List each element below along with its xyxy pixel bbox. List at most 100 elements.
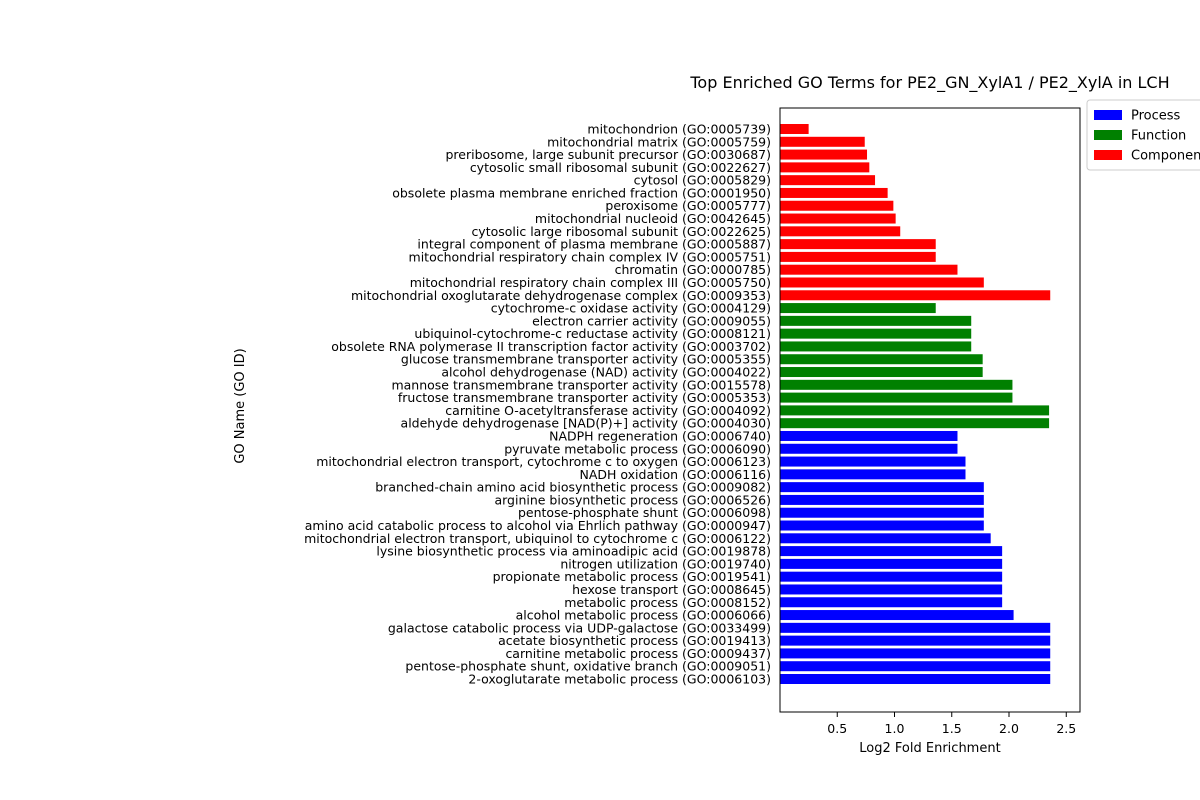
bar-component [780, 124, 809, 134]
y-tick-label: alcohol metabolic process (GO:0006066) [516, 608, 771, 623]
bar-component [780, 213, 896, 224]
y-tick-label: mitochondrial nucleoid (GO:0042645) [535, 211, 771, 226]
bar-process [780, 610, 1014, 621]
y-tick-label: mitochondrial oxoglutarate dehydrogenase… [351, 288, 771, 303]
y-tick-label: amino acid catabolic process to alcohol … [305, 518, 771, 533]
y-tick-label: electron carrier activity (GO:0009055) [532, 313, 771, 328]
y-tick-label: nitrogen utilization (GO:0019740) [560, 556, 771, 571]
bar-component [780, 175, 876, 186]
y-tick-label: propionate metabolic process (GO:0019541… [493, 569, 771, 584]
legend-label-process: Process [1131, 109, 1181, 124]
bar-process [780, 533, 991, 544]
bar-process [780, 635, 1051, 646]
bar-process [780, 648, 1051, 659]
plot-frame [779, 107, 1081, 713]
x-tick-label: 2.0 [999, 721, 1019, 736]
bar-function [780, 341, 972, 352]
bar-process [780, 443, 958, 454]
bar-process [780, 507, 984, 518]
y-tick-label: carnitine O-acetyltransferase activity (… [445, 403, 771, 418]
bar-process [780, 661, 1051, 672]
bar-component [780, 277, 984, 288]
bar-component [780, 136, 865, 147]
y-tick-label: 2-oxoglutarate metabolic process (GO:000… [468, 672, 771, 687]
y-axis-label: GO Name (GO ID) [233, 348, 248, 463]
bar-process [780, 622, 1051, 633]
bar-function [780, 328, 972, 339]
legend-swatch-process [1094, 110, 1122, 120]
y-tick-labels: mitochondrion (GO:0005739)mitochondrial … [304, 122, 771, 687]
y-tick-label: branched-chain amino acid biosynthetic p… [375, 480, 771, 495]
y-tick-label: carnitine metabolic process (GO:0009437) [505, 646, 771, 661]
y-tick-label: pentose-phosphate shunt (GO:0006098) [518, 505, 771, 520]
bar-function [780, 379, 1013, 390]
y-tick-label: cytosolic small ribosomal subunit (GO:00… [470, 160, 771, 175]
bar-component [780, 162, 870, 173]
bar-process [780, 469, 966, 480]
y-tick-label: cytochrome-c oxidase activity (GO:000412… [491, 301, 771, 316]
bar-process [780, 571, 1003, 582]
bar-process [780, 482, 984, 493]
y-tick-label: mitochondrial electron transport, cytoch… [316, 454, 771, 469]
y-tick-label: chromatin (GO:0000785) [615, 262, 771, 277]
bar-function [780, 418, 1050, 429]
y-tick-label: mitochondrion (GO:0005739) [587, 122, 771, 137]
y-tick-label: mitochondrial matrix (GO:0005759) [547, 134, 771, 149]
y-tick-label: fructose transmembrane transporter activ… [398, 390, 771, 405]
bar-process [780, 546, 1003, 557]
y-tick-label: ubiquinol-cytochrome-c reductase activit… [414, 326, 771, 341]
bar-process [780, 456, 966, 467]
bar-process [780, 674, 1051, 684]
x-tick-label: 0.5 [827, 721, 847, 736]
y-tick-label: aldehyde dehydrogenase [NAD(P)+] activit… [401, 416, 771, 431]
bar-process [780, 558, 1003, 569]
legend-swatch-function [1094, 130, 1122, 140]
bar-process [780, 597, 1003, 608]
chart-title: Top Enriched GO Terms for PE2_GN_XylA1 /… [689, 73, 1169, 93]
y-tick-label: mitochondrial respiratory chain complex … [409, 249, 771, 264]
x-tick-label: 1.5 [942, 721, 962, 736]
y-tick-label: metabolic process (GO:0008152) [564, 595, 771, 610]
bar-component [780, 264, 958, 275]
y-tick-label: mitochondrial respiratory chain complex … [410, 275, 771, 290]
bar-function [780, 392, 1013, 403]
bar-function [780, 354, 983, 365]
bar-process [780, 494, 984, 505]
y-tick-label: mannose transmembrane transporter activi… [391, 377, 771, 392]
bar-function [780, 367, 983, 378]
bar-function [780, 303, 936, 314]
y-tick-label: lysine biosynthetic process via aminoadi… [376, 544, 771, 559]
bar-process [780, 520, 984, 531]
y-tick-label: cytosol (GO:0005829) [634, 173, 771, 188]
x-tick-label: 2.5 [1056, 721, 1076, 736]
legend-swatch-component [1094, 150, 1122, 160]
y-tick-label: cytosolic large ribosomal subunit (GO:00… [471, 224, 771, 239]
y-tick-label: mitochondrial electron transport, ubiqui… [304, 531, 771, 546]
bar-process [780, 584, 1003, 595]
bars-group [780, 124, 1051, 684]
legend-label-component: Component [1131, 149, 1200, 164]
x-ticks: 0.5 1.0 1.5 2.0 2.5 [827, 712, 1076, 736]
bar-component [780, 251, 936, 262]
legend: Process Function Component [1086, 99, 1200, 171]
bar-component [780, 149, 868, 160]
y-tick-label: glucose transmembrane transporter activi… [401, 352, 771, 367]
bar-component [780, 200, 894, 211]
y-tick-label: acetate biosynthetic process (GO:0019413… [498, 633, 771, 648]
bar-component [780, 226, 901, 237]
x-axis-label: Log2 Fold Enrichment [859, 741, 1000, 756]
x-tick-label: 1.0 [885, 721, 905, 736]
y-tick-label: peroxisome (GO:0005777) [605, 198, 771, 213]
y-tick-label: arginine biosynthetic process (GO:000652… [494, 492, 771, 507]
y-tick-label: galactose catabolic process via UDP-gala… [388, 620, 771, 635]
y-tick-label: preribosome, large subunit precursor (GO… [445, 147, 771, 162]
bar-process [780, 430, 958, 441]
bar-component [780, 239, 936, 250]
y-tick-label: obsolete plasma membrane enriched fracti… [392, 185, 771, 200]
y-tick-label: obsolete RNA polymerase II transcription… [331, 339, 771, 354]
y-tick-label: pentose-phosphate shunt, oxidative branc… [405, 659, 771, 674]
y-tick-label: NADPH regeneration (GO:0006740) [549, 428, 771, 443]
y-tick-label: pyruvate metabolic process (GO:0006090) [504, 441, 771, 456]
bar-function [780, 315, 972, 326]
